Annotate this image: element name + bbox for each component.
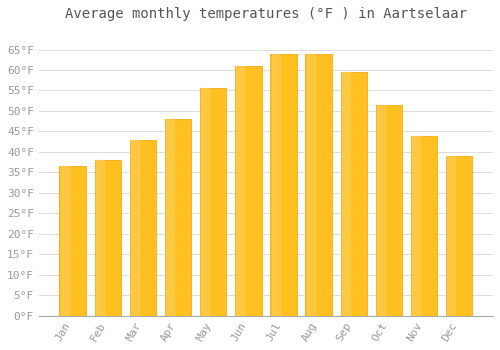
Bar [446,156,472,316]
Bar [377,105,385,316]
Bar [166,119,174,316]
Bar [272,54,280,316]
Bar [307,54,314,316]
Bar [61,166,68,316]
Bar [412,135,420,316]
Bar [342,72,350,316]
Bar [235,66,262,316]
Bar [270,54,296,316]
Bar [130,140,156,316]
Bar [131,140,139,316]
Bar [411,135,438,316]
Bar [340,72,367,316]
Title: Average monthly temperatures (°F ) in Aartselaar: Average monthly temperatures (°F ) in Aa… [65,7,467,21]
Bar [94,160,121,316]
Bar [200,89,226,316]
Bar [448,156,456,316]
Bar [236,66,244,316]
Bar [96,160,104,316]
Bar [376,105,402,316]
Bar [202,89,209,316]
Bar [165,119,191,316]
Bar [306,54,332,316]
Bar [60,166,86,316]
